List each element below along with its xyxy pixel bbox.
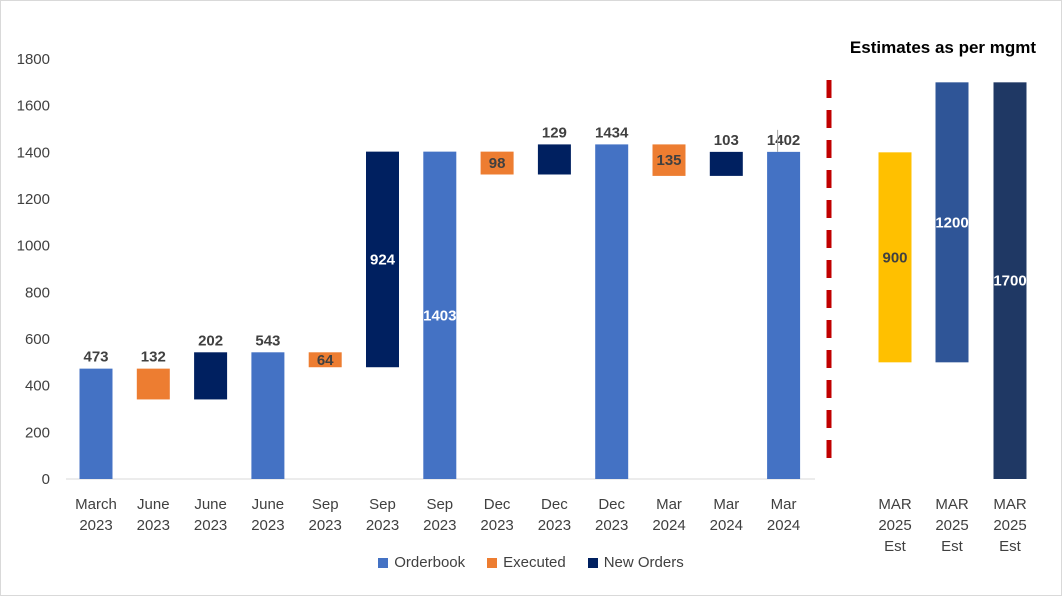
x-tick-label: Est [999,538,1022,555]
bar-executed [136,368,170,400]
y-tick-label: 1800 [17,51,50,68]
y-tick-label: 0 [42,471,50,488]
x-tick-label: 2025 [878,517,911,534]
x-axis-labels: March 2023 June 2023 June 2023 June 2023 Sep 2023… [75,496,1027,555]
bar-orderbook [767,151,801,479]
data-label: 924 [370,251,396,268]
data-label: 1403 [423,307,456,324]
x-tick-label: 2023 [79,517,112,534]
y-axis: 0 200 400 600 800 1000 1200 1400 1600 1800 [17,51,815,488]
x-tick-label: Sep [312,496,339,513]
bar-estimate [878,152,912,363]
bars [79,82,1027,479]
x-tick-label: Sep [426,496,453,513]
x-tick-label: Dec [484,496,511,513]
data-label: 103 [714,132,739,149]
legend-swatch [587,557,598,568]
x-tick-label: Dec [598,496,625,513]
y-tick-label: 800 [25,284,50,301]
x-tick-label: 2024 [652,517,685,534]
bar-estimate [993,82,1027,479]
data-label: 129 [542,124,567,141]
y-tick-label: 200 [25,424,50,441]
bar-orderbook [79,368,113,479]
data-label: 1434 [595,124,629,141]
x-tick-label: MAR [935,496,969,513]
x-tick-label: Est [941,538,964,555]
data-label: 900 [882,249,907,266]
data-label: 1402 [767,132,800,149]
x-tick-label: 2023 [194,517,227,534]
y-tick-label: 1000 [17,238,50,255]
x-tick-label: 2023 [137,517,170,534]
bar-orderbook [595,144,629,479]
legend-swatch [487,557,498,568]
x-tick-label: Mar [771,496,797,513]
bar-new-orders [366,151,399,368]
legend-label: New Orders [603,554,684,571]
x-tick-label: 2023 [423,517,456,534]
x-tick-label: June [252,496,285,513]
y-tick-label: 400 [25,378,50,395]
data-label: 202 [198,332,223,349]
x-tick-label: 2023 [309,517,342,534]
estimates-annotation: Estimates as per mgmt [850,38,1036,57]
legend: Orderbook Executed New Orders [0,554,1062,571]
x-tick-label: MAR [878,496,912,513]
legend-item-orderbook: Orderbook [378,554,465,571]
x-tick-label: Mar [713,496,739,513]
bar-executed [480,151,514,175]
bar-executed [308,352,342,368]
x-tick-label: 2024 [767,517,800,534]
y-tick-label: 600 [25,331,50,348]
x-tick-label: 2024 [710,517,743,534]
x-tick-label: 2023 [595,517,628,534]
x-tick-label: 2023 [366,517,399,534]
x-tick-label: 2023 [480,517,513,534]
data-label: 135 [656,152,681,169]
x-tick-label: MAR [993,496,1027,513]
bar-new-orders [194,352,228,400]
legend-label: Orderbook [394,554,466,571]
x-tick-label: 2023 [251,517,284,534]
bar-orderbook [251,352,285,479]
data-label: 98 [489,155,506,172]
data-label: 473 [83,349,108,366]
legend-swatch [378,557,389,568]
bar-orderbook [423,151,457,479]
bar-new-orders [709,151,743,176]
legend-item-executed: Executed [487,554,566,571]
data-label: 1700 [993,273,1026,290]
data-label: 132 [141,349,166,366]
legend-item-new-orders: New Orders [587,554,684,571]
x-tick-label: March [75,496,117,513]
data-label: 64 [317,352,334,369]
bar-executed [652,144,686,176]
y-tick-label: 1400 [17,144,50,161]
x-tick-label: June [137,496,170,513]
x-tick-label: 2025 [993,517,1026,534]
data-labels: 473 132 202 543 64 924 1403 98 129 1434 135 103 1402… [83,124,1026,368]
y-tick-label: 1600 [17,98,50,115]
x-tick-label: 2025 [935,517,968,534]
data-label: 1200 [935,214,968,231]
x-tick-label: June [194,496,227,513]
x-tick-label: Mar [656,496,682,513]
data-label: 543 [255,332,280,349]
x-tick-label: Est [884,538,907,555]
x-tick-label: Sep [369,496,396,513]
bar-new-orders [537,144,571,175]
bar-estimate [935,82,969,363]
x-tick-label: Dec [541,496,568,513]
legend-label: Executed [503,554,566,571]
y-tick-label: 1200 [17,191,50,208]
x-tick-label: 2023 [538,517,571,534]
